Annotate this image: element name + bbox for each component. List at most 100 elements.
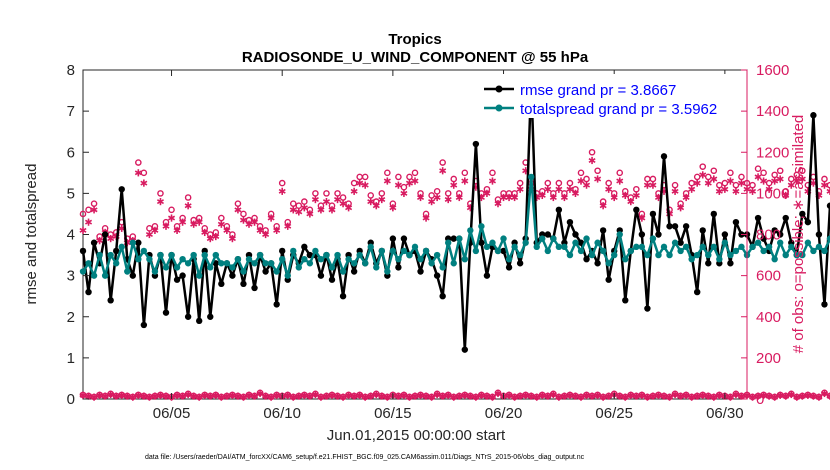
obs-assimilated-marker-stroke (372, 203, 380, 209)
obs-low-assimilated-marker-stroke (710, 394, 718, 400)
obs-possible-marker (350, 179, 358, 187)
chart-title: Tropics (388, 31, 441, 48)
obs-low-assimilated-marker (771, 393, 779, 401)
obs-assimilated-marker-stroke (577, 178, 585, 184)
series-1-point (754, 239, 762, 246)
x-tick-label: 06/10 (263, 405, 301, 422)
obs-low-assimilated-marker-stroke (527, 393, 535, 399)
obs-assimilated-marker-stroke (704, 180, 712, 186)
obs-low-assimilated-marker-stroke (372, 391, 380, 397)
obs-assimilated-marker (350, 187, 358, 195)
series-1-point (810, 247, 817, 255)
obs-assimilated-marker-stroke (322, 199, 330, 205)
obs-low-assimilated-marker (383, 393, 391, 401)
series-1-point (395, 255, 402, 263)
obs-low-assimilated-marker-stroke (190, 393, 198, 399)
obs-low-assimilated-marker-stroke (306, 393, 314, 399)
obs-low-assimilated-marker (107, 390, 115, 399)
obs-assimilated-marker-stroke (173, 227, 181, 233)
series-1-point (550, 235, 557, 242)
obs-assimilated-marker-stroke (328, 207, 336, 213)
x-tick-label: 06/25 (595, 405, 633, 422)
obs-low-assimilated-marker-stroke (251, 393, 259, 399)
series-0-point (135, 239, 142, 246)
obs-assimilated-marker-stroke (151, 227, 159, 233)
obs-low-assimilated-marker-stroke (101, 393, 109, 399)
obs-low-assimilated-marker (511, 393, 519, 401)
series-1-point (190, 251, 197, 259)
obs-low-assimilated-marker (90, 393, 98, 401)
obs-low-assimilated-marker-stroke (201, 392, 209, 398)
obs-assimilated-marker-stroke (538, 192, 546, 198)
obs-possible-marker (85, 206, 92, 214)
obs-assimilated-marker-stroke (140, 180, 148, 186)
obs-low-assimilated-marker (400, 391, 408, 399)
obs-low-assimilated-marker (411, 392, 419, 400)
obs-low-assimilated-marker (749, 393, 757, 401)
series-1-point (301, 255, 308, 263)
obs-assimilated-marker (168, 214, 176, 222)
obs-assimilated-marker-stroke (699, 172, 707, 178)
obs-assimilated-marker (361, 181, 369, 189)
series-1-point (732, 247, 740, 255)
obs-assimilated-marker-stroke (212, 234, 220, 240)
obs-assimilated-marker-stroke (85, 219, 93, 225)
obs-low-assimilated-marker-stroke (671, 391, 679, 397)
series-1-point (699, 243, 706, 251)
series-1-point (384, 268, 391, 275)
obs-low-assimilated-marker (394, 392, 402, 400)
obs-low-assimilated-marker (666, 393, 674, 401)
series-1-point (417, 255, 424, 263)
obs-low-assimilated-marker-stroke (726, 394, 734, 400)
obs-assimilated-marker-stroke (621, 192, 629, 198)
obs-assimilated-marker-stroke (383, 178, 391, 184)
obs-low-assimilated-marker-stroke (228, 392, 236, 398)
obs-low-assimilated-marker (594, 391, 602, 399)
obs-low-assimilated-marker-stroke (107, 391, 115, 397)
series-1-point (555, 243, 563, 251)
obs-low-assimilated-marker (488, 393, 496, 401)
obs-low-assimilated-marker (776, 391, 784, 399)
obs-assimilated-marker (190, 220, 198, 228)
obs-low-assimilated-marker (162, 392, 170, 400)
obs-possible-marker (384, 169, 391, 177)
series-1-point (594, 239, 601, 246)
obs-low-assimilated-marker (350, 392, 358, 400)
obs-low-assimilated-marker-stroke (516, 393, 524, 399)
obs-low-assimilated-marker (522, 391, 530, 399)
obs-low-assimilated-marker-stroke (765, 393, 773, 399)
obs-low-assimilated-marker-stroke (339, 394, 347, 400)
obs-assimilated-marker-stroke (677, 205, 685, 211)
obs-possible-marker (771, 171, 778, 179)
obs-possible-marker (395, 173, 402, 181)
obs-assimilated-marker-stroke (594, 176, 602, 182)
obs-possible-marker (461, 169, 469, 177)
series-0-point (433, 272, 441, 279)
obs-low-assimilated-marker-stroke (184, 391, 192, 397)
series-lines (79, 79, 830, 353)
obs-low-assimilated-marker (212, 391, 220, 399)
obs-low-assimilated-marker-stroke (538, 392, 546, 398)
obs-low-assimilated-marker (505, 391, 513, 399)
obs-assimilated-marker (610, 193, 618, 202)
obs-assimilated-marker-stroke (311, 197, 319, 203)
series-1-point (284, 272, 291, 279)
obs-low-assimilated-marker (815, 393, 823, 401)
obs-low-assimilated-marker-stroke (477, 392, 485, 398)
obs-assimilated-marker (79, 226, 87, 234)
obs-low-assimilated-marker (223, 392, 231, 400)
series-1-point (771, 255, 778, 263)
series-0-point (79, 247, 87, 255)
obs-low-assimilated-marker (444, 391, 452, 399)
y-tick-label: 1 (67, 350, 75, 367)
obs-low-assimilated-marker (345, 391, 353, 399)
obs-assimilated-marker (621, 191, 629, 200)
obs-possible-marker (278, 179, 286, 187)
obs-assimilated-marker (566, 185, 574, 193)
obs-assimilated-marker-stroke (461, 178, 469, 184)
obs-possible-marker (754, 165, 762, 172)
series-1-point (705, 251, 712, 259)
series-0-point (196, 317, 203, 325)
obs-low-assimilated-marker-stroke (439, 393, 447, 399)
obs-low-assimilated-marker (256, 389, 264, 398)
